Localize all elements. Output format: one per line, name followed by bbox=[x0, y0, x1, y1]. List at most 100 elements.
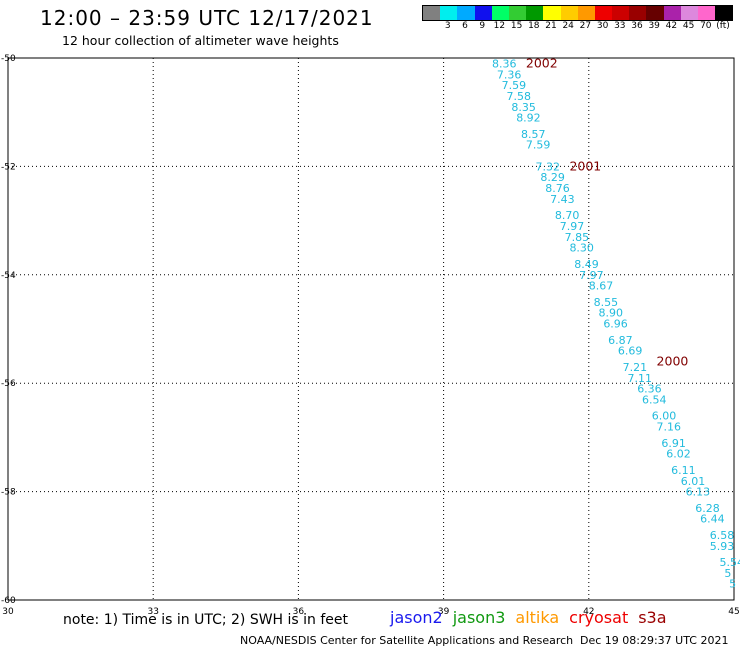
legend-label: 45 bbox=[682, 21, 695, 31]
satellite-name: s3a bbox=[638, 608, 667, 627]
latitude-tick-label: -60 bbox=[1, 596, 16, 606]
wave-height-value: 7.59 bbox=[526, 139, 551, 152]
wave-height-value: 5 bbox=[724, 567, 731, 580]
legend-label: 9 bbox=[479, 21, 486, 31]
legend-swatch bbox=[698, 6, 716, 20]
legend-label: 3 bbox=[444, 21, 451, 31]
wave-height-value: 7.58 bbox=[507, 90, 532, 103]
wave-height-value: 8.92 bbox=[516, 112, 541, 125]
legend-swatch bbox=[715, 6, 733, 20]
wave-height-value: 6.58 bbox=[710, 529, 735, 542]
wave-height-value: 7.85 bbox=[565, 231, 590, 244]
wave-height-value: 8.67 bbox=[589, 280, 614, 293]
legend-label: 27 bbox=[579, 21, 592, 31]
wave-height-value: 6.13 bbox=[686, 486, 711, 499]
legend-swatch bbox=[423, 6, 441, 20]
pass-time-label: 2001 bbox=[569, 158, 601, 173]
legend-label: 6 bbox=[462, 21, 468, 31]
legend-swatch bbox=[491, 6, 509, 20]
wave-height-value: 7.36 bbox=[497, 68, 521, 81]
latitude-tick-label: -58 bbox=[1, 488, 16, 498]
latitude-tick-label: -54 bbox=[1, 271, 16, 281]
wave-height-value: 8.35 bbox=[511, 101, 536, 114]
wave-height-value: 8.90 bbox=[598, 307, 623, 320]
legend-label: (ft) bbox=[716, 21, 730, 31]
wave-height-value: 5 bbox=[729, 578, 736, 591]
legend-label: 42 bbox=[665, 21, 678, 31]
wave-height-value: 6.91 bbox=[661, 437, 686, 450]
longitude-tick-label: 39 bbox=[438, 607, 450, 617]
wave-height-value: 6.87 bbox=[608, 334, 633, 347]
legend-label: 18 bbox=[528, 21, 540, 31]
map-subtitle: 12 hour collection of altimeter wave hei… bbox=[62, 33, 339, 48]
pass-time-label: 2002 bbox=[526, 55, 558, 70]
legend-swatch bbox=[508, 6, 527, 20]
wave-height-value: 8.57 bbox=[521, 128, 546, 141]
wave-height-value: 7.43 bbox=[550, 193, 575, 206]
longitude-tick-label: 33 bbox=[147, 607, 158, 617]
wave-height-value: 7.59 bbox=[502, 79, 527, 92]
wave-height-value: 8.49 bbox=[574, 258, 599, 271]
satellite-name: jason3 bbox=[452, 608, 506, 627]
wave-height-value: 7.97 bbox=[579, 269, 604, 282]
wave-height-value: 8.55 bbox=[594, 296, 619, 309]
map-frame bbox=[7, 57, 735, 601]
credit-text: NOAA/NESDIS Center for Satellite Applica… bbox=[240, 634, 574, 647]
color-scale-labels: 3 6 9 12 15 18 21 24 27 30 33 36 39 42 45 70 (ft) bbox=[422, 21, 732, 33]
legend-label: 21 bbox=[545, 21, 557, 31]
wave-height-value: 5.54 bbox=[719, 556, 740, 569]
legend-swatch bbox=[680, 6, 698, 20]
wave-height-value: 6.02 bbox=[666, 448, 691, 461]
longitude-tick-label: 30 bbox=[2, 607, 14, 617]
legend-swatch bbox=[577, 6, 595, 20]
legend-swatch bbox=[440, 6, 458, 20]
wave-height-value: 8.30 bbox=[569, 242, 594, 255]
wave-height-value: 8.70 bbox=[555, 209, 580, 222]
wave-height-value: 6.36 bbox=[637, 383, 662, 396]
legend-swatch bbox=[543, 6, 561, 20]
legend-swatch bbox=[612, 6, 630, 20]
wave-height-value: 8.29 bbox=[540, 171, 565, 184]
wave-height-value: 8.36 bbox=[492, 57, 517, 70]
footer-note: note: 1) Time is in UTC; 2) SWH is in fe… bbox=[63, 612, 349, 628]
wave-height-value: 6.69 bbox=[618, 345, 643, 358]
legend-label: 12 bbox=[493, 21, 506, 31]
legend-swatch bbox=[663, 6, 681, 20]
wave-height-value: 6.28 bbox=[695, 502, 720, 515]
wave-height-value: 6.01 bbox=[681, 475, 706, 488]
legend-label: 70 bbox=[700, 21, 712, 31]
wave-height-value: 7.11 bbox=[628, 372, 653, 385]
latitude-tick-label: -52 bbox=[1, 162, 16, 172]
longitude-tick-label: 45 bbox=[728, 607, 739, 617]
longitude-tick-label: 42 bbox=[583, 607, 594, 617]
satellite-legend: jason2 jason3 altika cryosat s3a bbox=[390, 608, 677, 627]
legend-label: 39 bbox=[648, 21, 660, 31]
wave-height-value: 5.93 bbox=[710, 540, 735, 553]
legend-label: 15 bbox=[510, 21, 523, 31]
legend-label: 24 bbox=[562, 21, 574, 31]
wave-height-value: 6.44 bbox=[700, 513, 725, 526]
legend-label: 36 bbox=[631, 21, 643, 31]
wave-height-value: 6.54 bbox=[642, 393, 667, 406]
wave-height-value: 7.21 bbox=[623, 361, 648, 374]
map-title: 12:00 – 23:59 UTC 12/17/2021 bbox=[40, 6, 374, 30]
legend-swatch bbox=[646, 6, 664, 20]
pass-time-label: 2000 bbox=[657, 354, 689, 369]
wave-height-value: 6.96 bbox=[603, 318, 628, 331]
generated-timestamp: Dec 19 08:29:37 UTC 2021 bbox=[580, 634, 729, 647]
legend-swatch bbox=[560, 6, 578, 20]
latitude-tick-label: -56 bbox=[1, 379, 16, 389]
longitude-tick-label: 36 bbox=[293, 607, 305, 617]
satellite-name: jason2 bbox=[390, 608, 443, 627]
legend-swatch bbox=[594, 6, 613, 20]
legend-swatch bbox=[457, 6, 475, 20]
color-scale-legend bbox=[422, 5, 734, 21]
wave-height-value: 7.97 bbox=[560, 220, 585, 233]
wave-height-value: 6.11 bbox=[671, 464, 696, 477]
satellite-name: cryosat bbox=[569, 608, 629, 627]
legend-swatch bbox=[474, 6, 492, 20]
wave-height-value: 7.32 bbox=[536, 160, 561, 173]
wave-height-value: 7.16 bbox=[657, 421, 682, 434]
satellite-name: altika bbox=[515, 608, 560, 627]
